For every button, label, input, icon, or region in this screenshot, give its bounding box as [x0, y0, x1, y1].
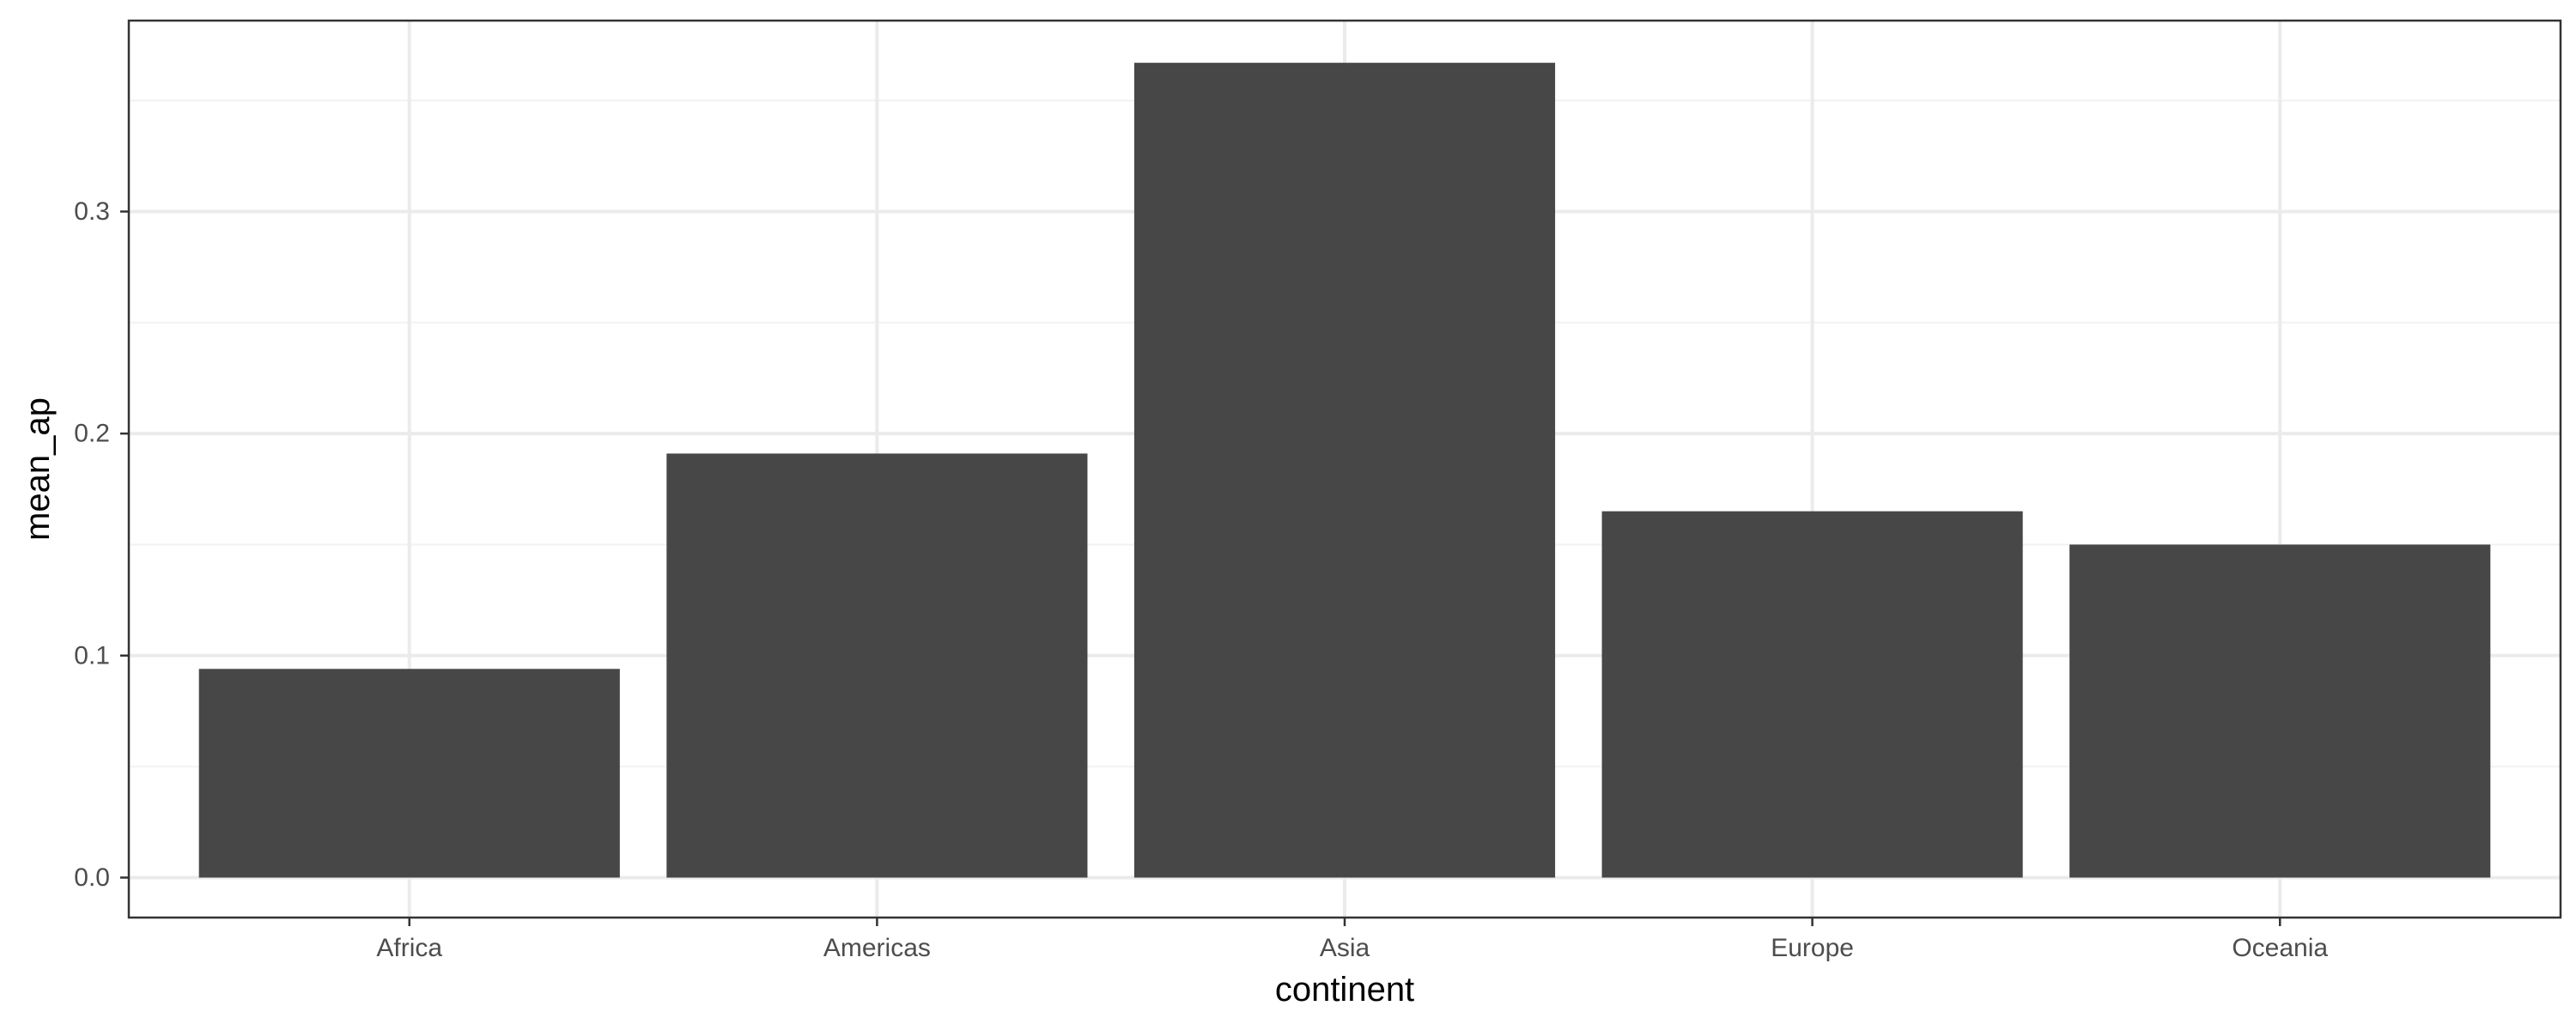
y-tick-label: 0.3 [74, 197, 110, 226]
x-axis-title: continent [1275, 971, 1414, 1009]
x-tick-label: Europe [1771, 934, 1854, 962]
y-axis-title: mean_ap [19, 397, 57, 541]
bar-asia [1133, 63, 1556, 878]
bar-americas [666, 453, 1088, 878]
x-tick-label: Asia [1320, 934, 1370, 962]
x-tick-label: Americas [823, 934, 931, 962]
x-tick-label: Africa [376, 934, 442, 962]
bar-oceania [2069, 544, 2491, 878]
y-tick-label: 0.1 [74, 641, 110, 670]
x-axis: Africa Americas Asia Europe Oceania [376, 918, 2328, 962]
x-tick-label: Oceania [2232, 934, 2328, 962]
bars [198, 63, 2491, 878]
y-tick-label: 0.0 [74, 863, 110, 892]
bar-europe [1601, 511, 2023, 878]
bar-africa [198, 669, 620, 878]
y-axis: 0.0 0.1 0.2 0.3 [74, 197, 129, 892]
y-tick-label: 0.2 [74, 420, 110, 448]
